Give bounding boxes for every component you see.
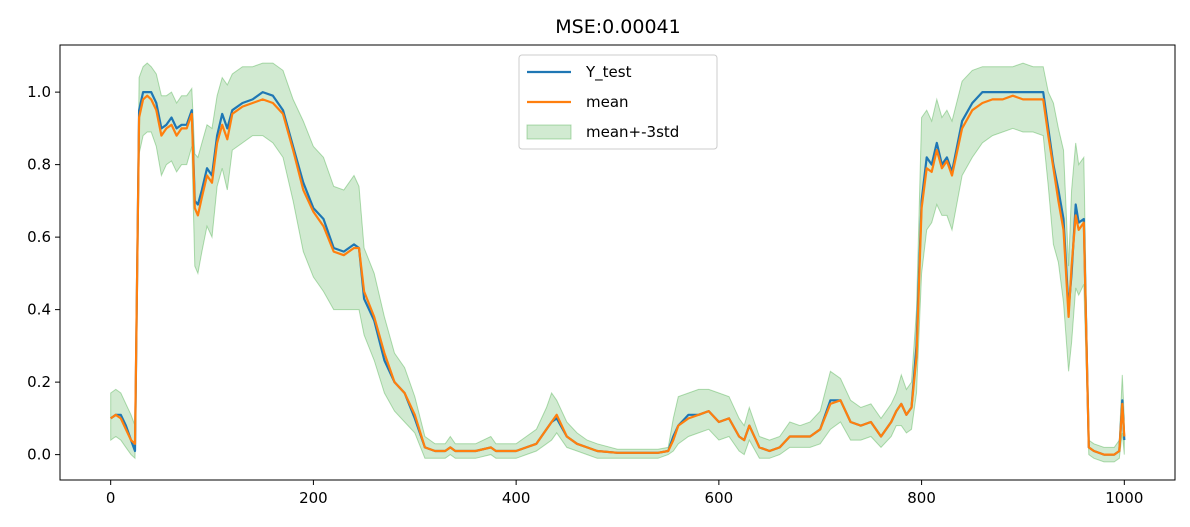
legend-mean-3std-swatch (526, 124, 572, 140)
legend-mean-label: mean (586, 93, 629, 111)
x-tick-label: 400 (502, 489, 531, 507)
x-tick-label: 600 (705, 489, 734, 507)
x-tick-label: 1000 (1105, 489, 1143, 507)
plot-content (110, 62, 1126, 463)
chart-title: MSE:0.00041 (555, 16, 680, 38)
axes-frame (59, 44, 1176, 481)
y-tick-label: 0.8 (27, 156, 51, 174)
y-tick-label: 0.6 (27, 228, 51, 246)
axes: 0 200 400 600 800 1000 0.0 0.2 0.4 0.6 0.8 1.0 (27, 44, 1176, 507)
legend-box (518, 54, 718, 150)
series-line-mean (110, 94, 1126, 456)
x-tick-label: 800 (907, 489, 936, 507)
x-tick-label: 0 (106, 489, 116, 507)
band-mean-3std (110, 62, 1125, 463)
plot-area (110, 62, 1126, 463)
legend-y-test-label: Y_test (585, 63, 632, 82)
x-tick-label: 200 (299, 489, 328, 507)
legend-mean-3std-label: mean+-3std (586, 123, 679, 141)
y-tick-label: 0.4 (27, 301, 51, 319)
y-tick-label: 0.2 (27, 373, 51, 391)
y-tick-label: 1.0 (27, 83, 51, 101)
y-tick-label: 0.0 (27, 446, 51, 464)
